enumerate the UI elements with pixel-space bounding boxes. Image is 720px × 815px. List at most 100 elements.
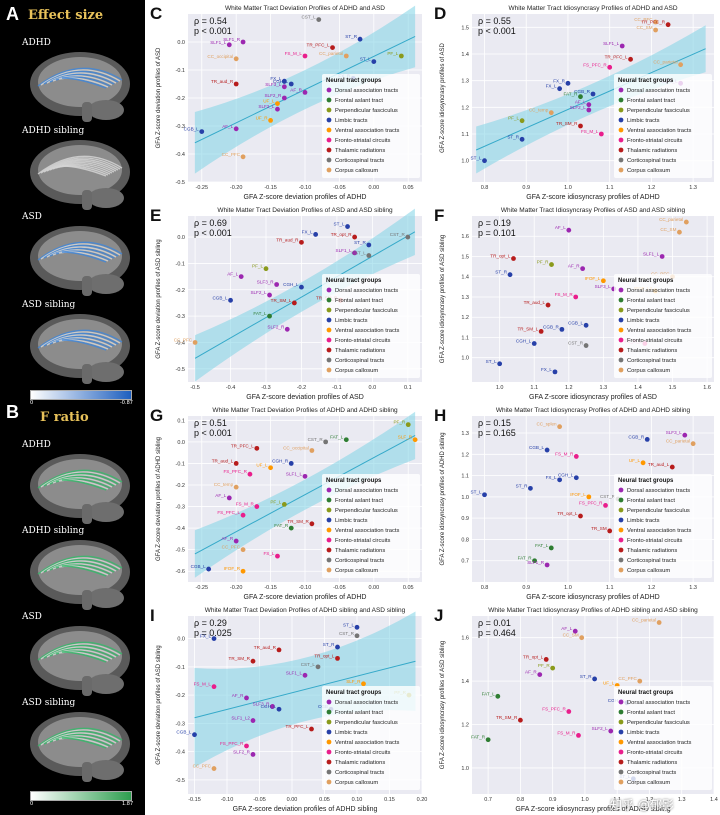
tract-point-label: TR_SM_R — [556, 121, 578, 126]
tract-point — [544, 562, 550, 568]
tract-point-label: CGB_L — [212, 295, 228, 300]
tract-point-label: SLF1_R — [223, 37, 241, 42]
brain-fiber-tract — [37, 155, 123, 175]
tract-point-label: IFOF_R — [224, 566, 241, 571]
tract-point-label: TR_PFC_L — [307, 43, 330, 48]
y-tick-label: 1.1 — [461, 474, 469, 480]
tract-point — [659, 254, 665, 259]
x-tick-label: 0.7 — [484, 797, 492, 803]
tract-point — [590, 91, 596, 97]
p-value: p = 0.165 — [478, 428, 516, 438]
tract-point — [274, 282, 280, 287]
legend-item: Dorsal association tracts — [627, 488, 690, 494]
legend-item: Corticospinal tracts — [335, 558, 384, 564]
tract-point-label: TR_SM_R — [229, 656, 251, 661]
tract-point-label: FAT_R — [274, 523, 289, 528]
x-tick-label: 1.3 — [678, 797, 686, 803]
tract-point — [552, 369, 558, 375]
tract-point-label: ST_R — [580, 674, 592, 679]
scatter-plot-h: H White Matter Tract Idiosyncrasy Profile… — [432, 404, 720, 602]
brain-fiber-tract — [40, 729, 121, 746]
tract-point-label: CC_SM — [660, 227, 676, 232]
rho-statistic: ρ = 0.51 — [194, 418, 227, 428]
x-tick-label: -0.10 — [299, 185, 312, 191]
p-value: p < 0.001 — [478, 26, 516, 36]
brain-b-adhd-image — [30, 454, 130, 524]
y-tick-label: -0.3 — [176, 124, 185, 130]
legend-swatch — [326, 167, 332, 173]
x-tick-label: 0.00 — [368, 185, 379, 191]
tract-point — [226, 495, 232, 501]
legend-item: Dorsal association tracts — [335, 700, 398, 706]
brain-fiber-tract — [43, 244, 119, 259]
brain-fiber-tract — [37, 241, 123, 261]
tract-point — [592, 676, 598, 682]
tract-point-label: CC_parietal — [632, 618, 656, 623]
tract-point — [495, 693, 501, 699]
tract-point — [586, 494, 592, 500]
y-tick-label: 0.8 — [461, 537, 469, 543]
tract-point — [559, 326, 565, 332]
brain-fiber-tract — [37, 67, 123, 87]
legend-item: Limbic tracts — [627, 118, 660, 124]
brain-fiber-tract — [40, 331, 121, 348]
tract-point-label: AF_R — [290, 87, 302, 92]
legend-item: Ventral association tracts — [335, 528, 400, 534]
tract-point — [583, 322, 589, 328]
brain-fiber-tract — [43, 730, 119, 745]
tract-point — [690, 441, 696, 447]
tract-point — [366, 253, 372, 258]
tract-point — [566, 709, 572, 714]
tract-point-label: CST_R — [390, 232, 406, 237]
legend-swatch — [618, 147, 624, 153]
tract-point-label: FAT_R — [518, 556, 533, 561]
x-tick-label: -0.1 — [332, 385, 341, 391]
legend-item: Ventral association tracts — [627, 528, 692, 534]
tract-point-label: TR_PFC_L — [605, 54, 628, 59]
tract-point — [579, 635, 585, 641]
tract-point — [211, 766, 217, 771]
tract-point-label: CST_L — [301, 662, 316, 667]
x-tick-label: 1.5 — [669, 385, 677, 391]
x-tick-label: 1.2 — [648, 585, 656, 591]
legend-swatch — [326, 157, 332, 163]
legend-item: Limbic tracts — [335, 730, 368, 736]
tract-point — [247, 471, 253, 477]
x-tick-label: 0.00 — [287, 797, 298, 803]
legend-item: Frontal aslant tract — [627, 98, 675, 104]
legend-swatch — [618, 699, 624, 705]
tract-point — [653, 27, 658, 33]
tract-point — [557, 86, 563, 92]
legend-swatch — [618, 557, 624, 563]
y-tick-label: 1.2 — [461, 723, 469, 729]
brain-stem — [82, 590, 92, 610]
legend-item: Limbic tracts — [627, 318, 660, 324]
tract-point-label: FS_M_R — [557, 730, 576, 735]
tract-point — [548, 545, 554, 551]
scatter-plot-j: J White Matter Tract Idiosyncrasy Profile… — [432, 604, 720, 814]
tract-point — [538, 328, 544, 334]
legend-title: Neural tract groups — [326, 78, 382, 84]
tract-point — [244, 695, 249, 701]
scatter-plot-g: G White Matter Tract Deviation Profiles o… — [148, 404, 428, 602]
tract-point — [412, 437, 418, 443]
rho-statistic: ρ = 0.55 — [478, 16, 511, 26]
tract-point — [291, 300, 297, 306]
tract-point — [309, 726, 314, 732]
y-axis-label: GFA Z-score deviation profiles of ASD si… — [156, 645, 162, 764]
tract-point-label: TR_SM_R — [496, 715, 518, 720]
legend-item: Fronto-striatal circuits — [335, 750, 391, 756]
brain-a-asd-sibling-image — [30, 314, 130, 384]
tract-point — [244, 743, 249, 749]
brain-fiber-tract — [61, 77, 107, 89]
x-tick-label: 1.0 — [564, 585, 572, 591]
tract-point — [302, 53, 308, 59]
legend-item: Fronto-striatal circuits — [627, 338, 683, 344]
x-tick-label: 0.05 — [319, 797, 330, 803]
legend-item: Ventral association tracts — [335, 128, 400, 134]
tract-point-label: ST_R — [495, 270, 507, 275]
legend-item: Frontal aslant tract — [627, 298, 675, 304]
watermark: 知乎 @郁影 — [610, 798, 674, 812]
tract-point — [315, 664, 321, 670]
tract-point-label: FAT_L — [253, 311, 267, 316]
